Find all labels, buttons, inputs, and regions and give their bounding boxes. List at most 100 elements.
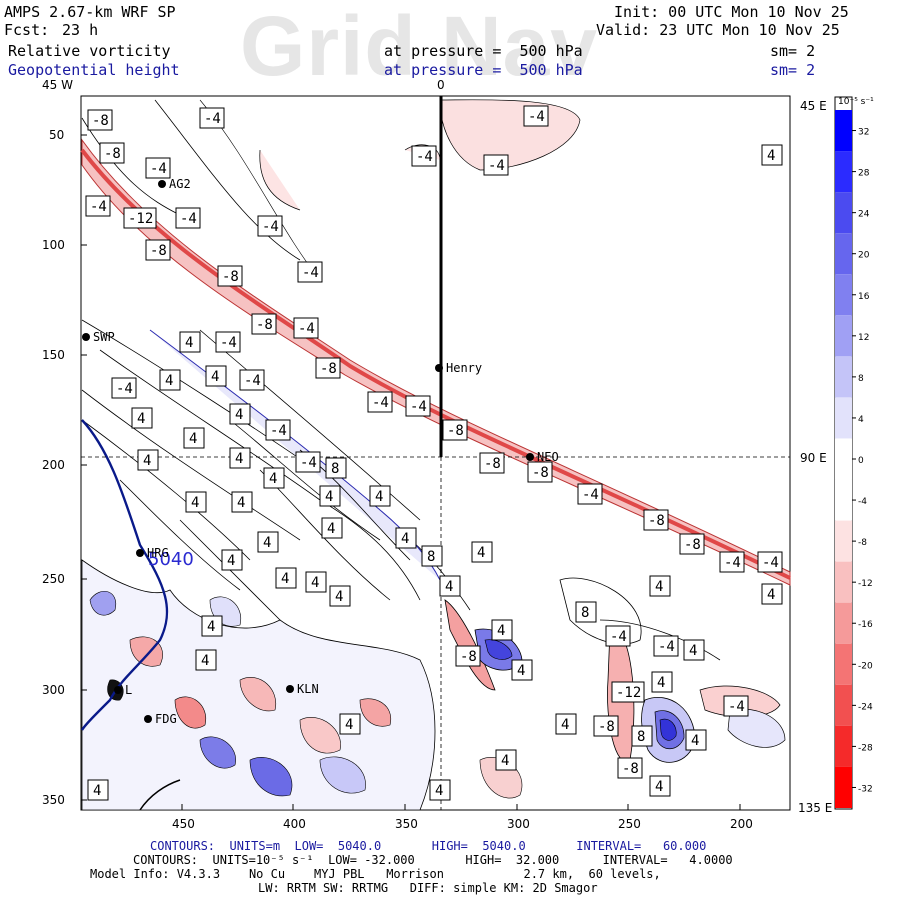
colorbar-label: 28 xyxy=(858,169,870,179)
svg-text:4: 4 xyxy=(401,531,409,547)
svg-text:-4: -4 xyxy=(728,699,745,715)
svg-text:150: 150 xyxy=(42,348,65,362)
svg-text:-8: -8 xyxy=(447,423,464,439)
svg-text:-12: -12 xyxy=(616,685,641,701)
svg-text:4: 4 xyxy=(445,579,453,595)
svg-text:4: 4 xyxy=(655,579,663,595)
svg-text:4: 4 xyxy=(689,643,697,659)
svg-text:250: 250 xyxy=(618,817,641,831)
pressure-level-1: at pressure = 500 hPa xyxy=(384,42,583,60)
colorbar-segment xyxy=(835,315,852,357)
svg-text:4: 4 xyxy=(237,495,245,511)
svg-text:350: 350 xyxy=(42,793,65,807)
svg-text:8: 8 xyxy=(427,549,435,565)
svg-text:-4: -4 xyxy=(410,399,427,415)
field-geopotential: Geopotential height xyxy=(8,61,180,79)
svg-text:0: 0 xyxy=(437,78,445,92)
svg-text:4: 4 xyxy=(165,373,173,389)
svg-text:8: 8 xyxy=(581,605,589,621)
colorbar-label: -20 xyxy=(858,661,873,671)
colorbar-segment xyxy=(835,561,852,603)
field-vorticity: Relative vorticity xyxy=(8,42,171,60)
svg-text:200: 200 xyxy=(42,458,65,472)
colorbar-segment xyxy=(835,397,852,439)
svg-text:4: 4 xyxy=(327,521,335,537)
svg-text:45 E: 45 E xyxy=(800,99,827,113)
colorbar-segment xyxy=(835,684,852,726)
svg-text:4: 4 xyxy=(767,148,775,164)
colorbar-label: 20 xyxy=(858,251,870,261)
colorbar-label: -16 xyxy=(858,620,873,630)
svg-text:4: 4 xyxy=(477,545,485,561)
svg-text:-8: -8 xyxy=(92,113,109,129)
svg-text:4: 4 xyxy=(235,407,243,423)
svg-text:L: L xyxy=(125,683,132,697)
svg-text:4: 4 xyxy=(325,489,333,505)
svg-text:-4: -4 xyxy=(300,455,317,471)
forecast-label: Fcst: xyxy=(4,21,50,39)
model-title: AMPS 2.67-km WRF SP xyxy=(4,3,176,21)
svg-text:-4: -4 xyxy=(262,219,279,235)
svg-text:4: 4 xyxy=(207,619,215,635)
colorbar-label: -8 xyxy=(858,538,867,548)
svg-text:-8: -8 xyxy=(648,513,665,529)
svg-text:4: 4 xyxy=(211,369,219,385)
colorbar-segment xyxy=(835,356,852,398)
colorbar-segment xyxy=(835,479,852,521)
colorbar-segment xyxy=(835,602,852,644)
svg-text:-4: -4 xyxy=(658,639,675,655)
svg-text:-4: -4 xyxy=(244,373,261,389)
svg-text:100: 100 xyxy=(42,238,65,252)
colorbar-segment xyxy=(835,438,852,480)
x-axis: 450 400 350 300 250 200 xyxy=(172,804,753,831)
footer-physics-info: LW: RRTM SW: RRTMG DIFF: simple KM: 2D S… xyxy=(258,881,598,895)
svg-text:350: 350 xyxy=(395,817,418,831)
svg-text:-4: -4 xyxy=(90,199,107,215)
colorbar-label: -28 xyxy=(858,743,873,753)
svg-text:-8: -8 xyxy=(256,317,273,333)
svg-text:-4: -4 xyxy=(372,395,389,411)
svg-text:-4: -4 xyxy=(582,487,599,503)
longitude-labels: 45 W 0 45 E 90 E 135 E xyxy=(42,78,832,815)
svg-text:HRG: HRG xyxy=(147,546,169,560)
svg-text:250: 250 xyxy=(42,572,65,586)
svg-text:4: 4 xyxy=(375,489,383,505)
svg-text:4: 4 xyxy=(497,623,505,639)
colorbar-segment xyxy=(835,274,852,316)
svg-text:FDG: FDG xyxy=(155,712,177,726)
svg-text:-8: -8 xyxy=(460,649,477,665)
svg-text:135 E: 135 E xyxy=(798,801,832,815)
svg-text:4: 4 xyxy=(655,779,663,795)
svg-text:50: 50 xyxy=(49,128,64,142)
svg-text:-8: -8 xyxy=(104,146,121,162)
y-axis: 50 100 150 200 250 300 350 xyxy=(42,128,87,807)
svg-text:-4: -4 xyxy=(724,555,741,571)
geopotential-5040-contour xyxy=(80,419,169,731)
svg-text:-4: -4 xyxy=(302,265,319,281)
svg-text:-8: -8 xyxy=(222,269,239,285)
svg-text:4: 4 xyxy=(345,717,353,733)
svg-text:-4: -4 xyxy=(298,321,315,337)
contour-labels: -8 -8 -4 -4 -12 -4 -8 -4 -4 -4 -8 -8 -4 … xyxy=(85,105,783,801)
svg-text:90 E: 90 E xyxy=(800,451,827,465)
colorbar-segment xyxy=(835,520,852,562)
stations: AG2 SWP Henry NEO HRG KLN FDG L xyxy=(82,177,559,726)
jet-core-line xyxy=(80,148,791,580)
svg-text:4: 4 xyxy=(281,571,289,587)
svg-text:-4: -4 xyxy=(610,629,627,645)
svg-text:4: 4 xyxy=(517,663,525,679)
svg-text:Henry: Henry xyxy=(446,361,482,375)
colorbar-units: 10⁻⁵ s⁻¹ xyxy=(838,97,874,107)
svg-text:-4: -4 xyxy=(528,109,545,125)
colorbar-label: 0 xyxy=(858,456,864,466)
footer-model-info: Model Info: V4.3.3 No Cu MYJ PBL Morriso… xyxy=(90,867,661,881)
svg-text:4: 4 xyxy=(263,535,271,551)
colorbar-label: 24 xyxy=(858,210,870,220)
svg-text:4: 4 xyxy=(691,733,699,749)
svg-text:450: 450 xyxy=(172,817,195,831)
svg-text:4: 4 xyxy=(561,717,569,733)
svg-text:SWP: SWP xyxy=(93,330,115,344)
smoothing-2: sm= 2 xyxy=(770,61,816,79)
svg-text:4: 4 xyxy=(767,587,775,603)
